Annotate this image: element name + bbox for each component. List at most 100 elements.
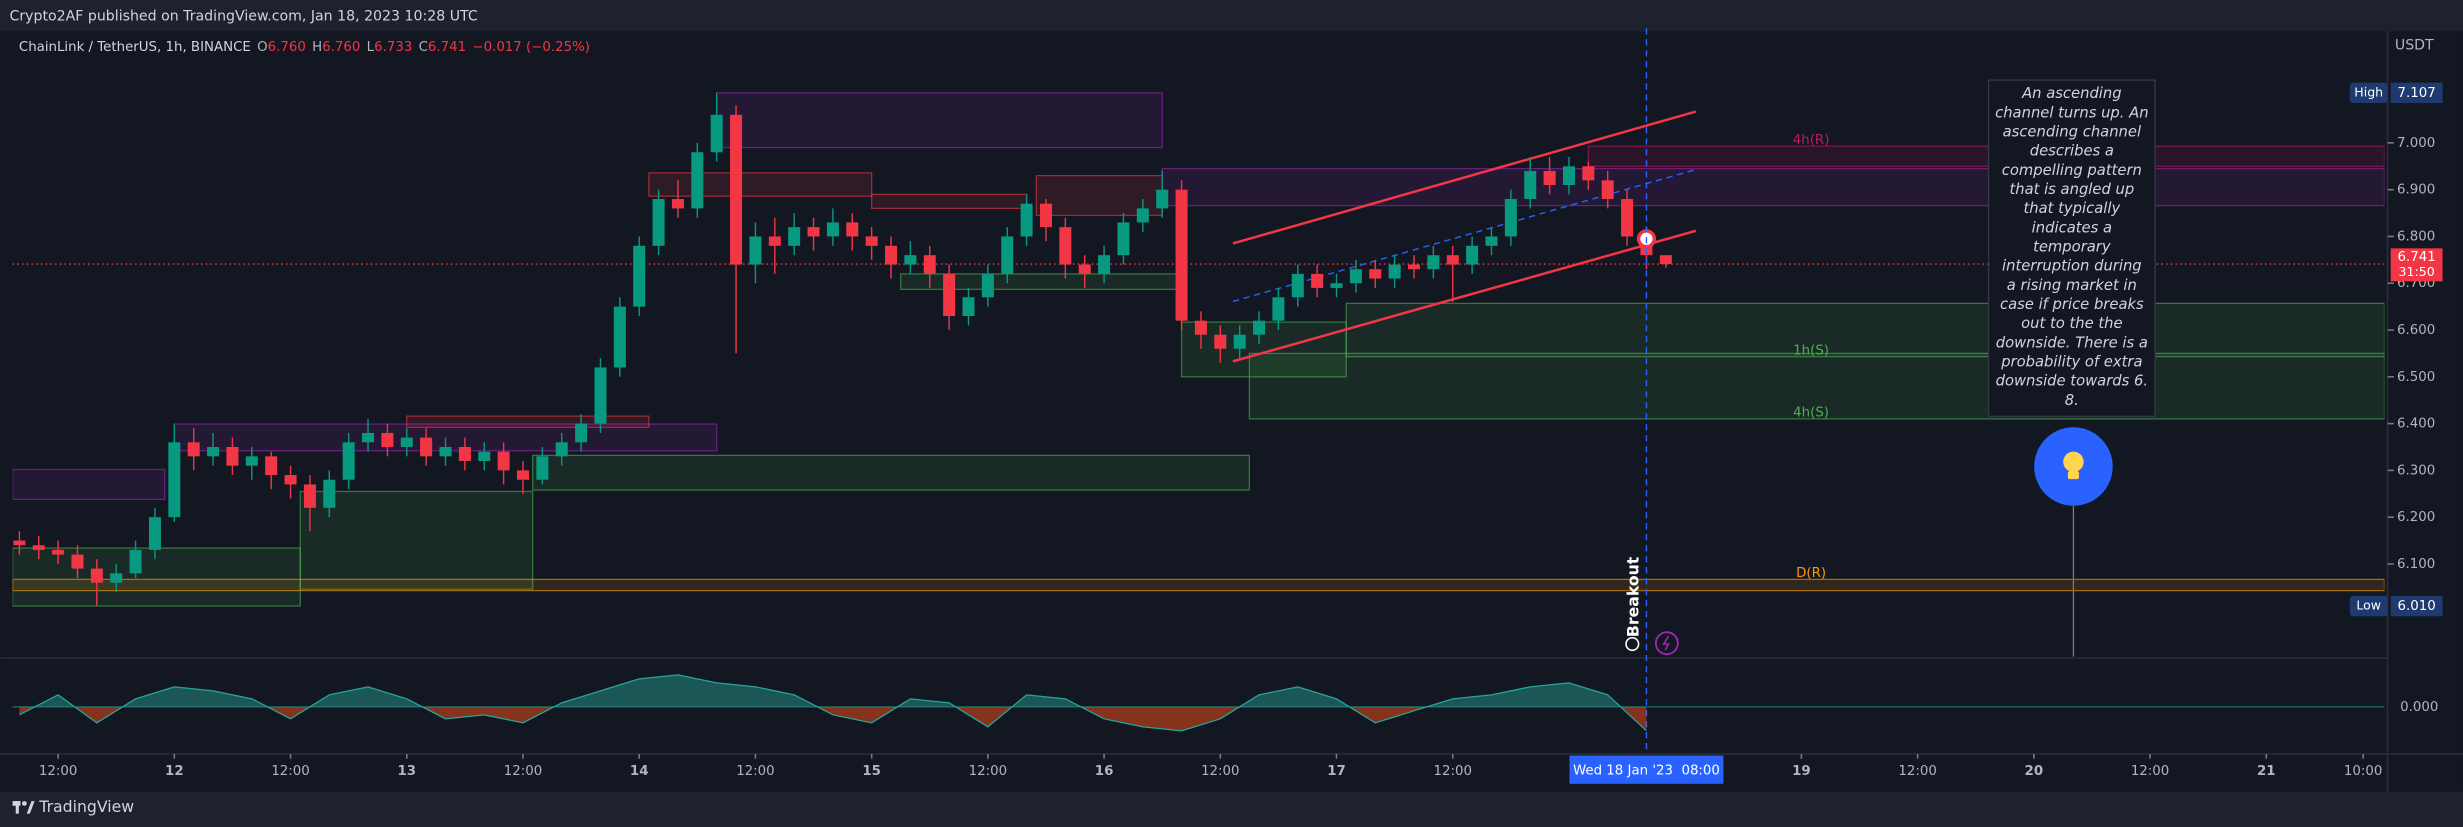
candle-body <box>633 245 646 307</box>
candle-body <box>458 446 471 462</box>
ohlc-value: 6.733 <box>374 40 412 55</box>
candle-body <box>1601 180 1614 200</box>
candle-body <box>1543 170 1556 185</box>
candle-body <box>1562 166 1575 185</box>
annotation-line: 8. <box>2065 392 2079 409</box>
candle-body <box>362 432 375 443</box>
candle-body <box>710 114 723 153</box>
candle-body <box>1524 170 1537 200</box>
zone <box>900 273 1179 290</box>
annotation-line: out to the the <box>2021 315 2122 332</box>
marker-name-box <box>2349 595 2388 617</box>
candle-body <box>962 297 975 316</box>
candle-body <box>516 470 529 480</box>
zone-label: D(R) <box>1796 566 1826 581</box>
x-tick-label: 17 <box>1327 764 1346 779</box>
idea-bulb <box>2063 451 2084 473</box>
candle-body <box>730 114 743 265</box>
x-tick-label: 12:00 <box>504 764 542 779</box>
candle-body <box>245 456 258 466</box>
zone <box>12 578 2385 592</box>
candle-body <box>1020 203 1033 237</box>
annotation-line: that is angled up <box>2009 181 2134 198</box>
zone <box>1248 352 2385 420</box>
annotation-line: case if price breaks <box>2000 296 2144 313</box>
x-tick-label: 12:00 <box>1434 764 1472 779</box>
candle-body <box>594 367 607 424</box>
zone <box>12 468 166 501</box>
candle-body <box>691 152 704 209</box>
candle-body <box>846 222 859 237</box>
candle-body <box>1136 208 1149 223</box>
ohlc-value: 6.760 <box>322 40 360 55</box>
ohlc-key: H <box>312 40 322 55</box>
candle-body <box>768 236 781 246</box>
candle-body <box>652 199 665 246</box>
candle-body <box>1175 189 1188 321</box>
candle-body <box>284 475 297 485</box>
brand-logo <box>12 801 35 814</box>
osc-area-positive <box>19 674 1647 707</box>
zone <box>1345 302 2385 358</box>
candle-body <box>497 451 510 471</box>
x-tick-label: 12:00 <box>2131 764 2169 779</box>
zone <box>1161 167 2385 207</box>
candle-body <box>226 446 239 466</box>
candle-body <box>1349 269 1362 284</box>
candle-body <box>1272 297 1285 321</box>
x-tick-label: 12:00 <box>271 764 309 779</box>
annotation-line: a rising market in <box>2007 277 2137 294</box>
publisher: Crypto2AF published on TradingView.com, … <box>9 8 477 24</box>
marker-name: Low <box>2356 598 2381 613</box>
symbol: ChainLink / TetherUS, 1h, BINANCE <box>19 40 251 55</box>
zone <box>406 415 650 428</box>
candle-body <box>1369 269 1382 279</box>
last-price-label: 6.741 <box>2398 250 2436 265</box>
y-tick-label: 6.600 <box>2397 323 2435 338</box>
zone <box>299 490 534 590</box>
candle-body <box>32 545 45 550</box>
candle-body <box>1504 199 1517 237</box>
candle-body <box>207 446 220 457</box>
candle-body <box>1039 203 1052 228</box>
candle-body <box>420 437 433 457</box>
candle-body <box>1098 255 1111 274</box>
y-tick-label: 7.000 <box>2397 136 2435 151</box>
ohlc-value: 6.760 <box>268 40 306 55</box>
zone <box>12 547 301 607</box>
candle-body <box>536 456 549 480</box>
ohlc-key: O <box>257 40 268 55</box>
y-tick-label: 6.400 <box>2397 417 2435 432</box>
zone-label: 4h(S) <box>1793 406 1829 421</box>
candle-body <box>981 273 994 298</box>
candle-body <box>52 549 65 555</box>
marker-value-box <box>2390 595 2443 617</box>
zone <box>648 172 873 197</box>
candle-body <box>1485 236 1498 246</box>
candle-body <box>1466 245 1479 265</box>
candle-body <box>1446 255 1459 265</box>
y-tick-label: 6.900 <box>2397 183 2435 198</box>
alert-bolt <box>1662 635 1670 651</box>
annotation-line: interruption during <box>2002 258 2142 275</box>
osc-area-negative <box>19 706 1647 731</box>
candle-body <box>1407 264 1421 270</box>
annotation-line: ascending channel <box>2003 124 2142 141</box>
x-tick-label: 12:00 <box>969 764 1007 779</box>
osc-tick-label: 0.000 <box>2400 700 2438 715</box>
annotation-line: probability of extra <box>2000 354 2142 371</box>
trendline <box>1232 168 1697 303</box>
marker-name-box <box>2349 82 2388 104</box>
zone-label: 4h(R) <box>1793 133 1830 148</box>
candle-body <box>1001 236 1014 274</box>
candle-body <box>265 456 278 476</box>
y-tick-label: 6.300 <box>2397 463 2435 478</box>
ohlc-key: L <box>367 40 375 55</box>
candle-body <box>1214 334 1227 349</box>
candle-body <box>187 442 200 457</box>
x-tick-label: 12:00 <box>736 764 774 779</box>
candle-body <box>439 446 452 457</box>
annotation-line: downside. There is a <box>1996 334 2148 351</box>
marker-value: 7.107 <box>2398 86 2436 101</box>
zone <box>716 92 1163 149</box>
